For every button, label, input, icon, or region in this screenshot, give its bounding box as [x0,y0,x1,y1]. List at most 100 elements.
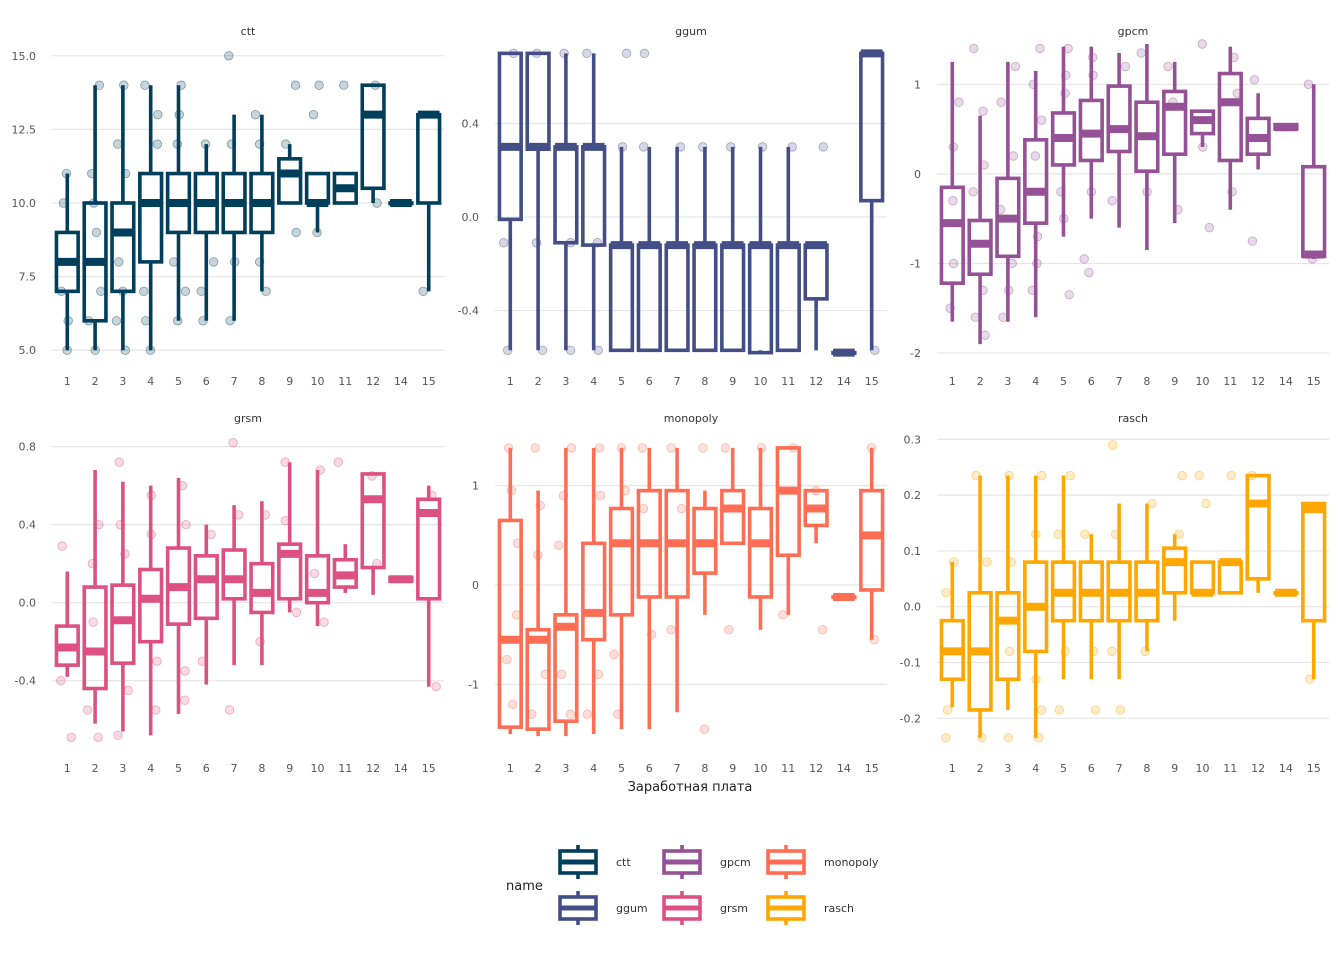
box-monopoly-10 [747,447,774,630]
data-point [1107,196,1117,206]
x-tick-label: 15 [1307,375,1321,388]
y-tick-label: -1 [910,257,921,270]
box-iqr [553,613,579,723]
x-tick-label: 8 [1143,762,1150,775]
x-tick-label: 10 [311,762,325,775]
legend-label: rasch [824,902,854,915]
box-iqr [608,506,635,617]
box-monopoly-3 [553,447,579,737]
box-monopoly-4 [581,447,607,735]
data-point [556,669,567,680]
panel-title: rasch [1118,412,1148,425]
box-grsm-15 [416,485,442,687]
y-tick-label: 7.5 [19,271,37,284]
panel-title: monopoly [664,412,719,425]
x-tick-label: 2 [92,375,99,388]
box-ggum-1 [497,51,523,351]
data-point [1136,48,1146,58]
x-tick-label: 14 [837,762,851,775]
data-point [123,685,133,696]
box-iqr [720,488,746,546]
legend: name ctt ggum gpcm grsm monopoly rasch [506,845,879,925]
box-ggum-14 [831,348,857,357]
data-point [1008,151,1019,161]
x-tick-label: 8 [701,762,708,775]
legend-key-rasch: rasch [766,891,854,925]
box-rasch-5 [1050,475,1077,680]
data-point [1080,529,1090,539]
box-grsm-12 [360,472,386,595]
box-rasch-6 [1078,534,1104,680]
box-iqr [138,171,164,264]
box-ggum-3 [553,53,579,351]
x-tick-label: 1 [507,375,514,388]
data-point [151,705,161,715]
data-point [1177,470,1187,481]
y-tick-label: 10.0 [12,197,37,210]
x-tick-label: 11 [338,375,352,388]
data-point [1037,115,1047,125]
data-point [250,109,261,120]
data-point [141,316,151,326]
x-tick-label: 4 [147,762,154,775]
x-tick-label: 12 [366,762,380,775]
data-point [1005,646,1015,657]
data-point [1010,61,1021,72]
legend-label: monopoly [824,856,879,869]
box-ctt-8 [249,114,275,292]
box-iqr [138,567,164,644]
box-iqr [277,542,303,601]
data-point [639,48,650,59]
data-point [308,109,319,120]
box-ggum-7 [664,146,690,353]
box-rasch-2 [967,475,993,738]
box-rasch-15 [1301,501,1327,680]
x-tick-label: 3 [1004,762,1011,775]
x-tick-label: 2 [535,375,542,388]
box-iqr [1245,473,1271,581]
box-grsm-4 [138,485,164,736]
data-point [941,588,951,598]
box-rasch-14 [1273,588,1299,597]
box-grsm-3 [110,481,136,732]
x-tick-label: 7 [1116,762,1123,775]
x-tick-label: 11 [1223,762,1237,775]
data-point [57,541,67,551]
data-point [290,80,301,90]
data-point [418,286,428,297]
data-point [818,625,828,635]
data-point [1163,61,1173,72]
box-gpcm-11 [1217,46,1243,210]
box-grsm-14 [388,575,414,584]
y-tick-label: -0.4 [458,305,479,318]
box-ctt-11 [332,171,358,205]
data-point [1201,498,1211,509]
panel-ggum: ggum-0.40.00.41 2 3 4 5 6 7 8 9 10 11 12 14 15 [458,25,887,388]
box-iqr [608,243,635,353]
box-ctt-12 [360,83,386,203]
box-ggum-9 [720,146,746,353]
data-point [1054,705,1065,715]
data-point [948,196,958,206]
box-ctt-7 [221,114,247,321]
box-iqr [110,201,136,294]
box-ctt-5 [165,85,192,321]
data-point [82,705,93,715]
x-tick-label: 5 [1060,375,1067,388]
box-rasch-10 [1189,560,1216,597]
box-iqr [1106,84,1132,154]
y-tick-label: 1 [914,78,921,91]
data-point [818,142,828,152]
legend-key-gpcm: gpcm [662,845,751,879]
box-iqr [1162,89,1188,156]
data-point [152,139,163,149]
y-tick-label: -0.1 [900,657,921,670]
box-rasch-11 [1217,558,1243,595]
data-point [153,109,163,120]
x-tick-label: 12 [809,762,823,775]
box-rasch-4 [1023,475,1049,738]
data-point [140,80,150,90]
box-grsm-8 [249,501,275,666]
data-point [1147,498,1157,509]
